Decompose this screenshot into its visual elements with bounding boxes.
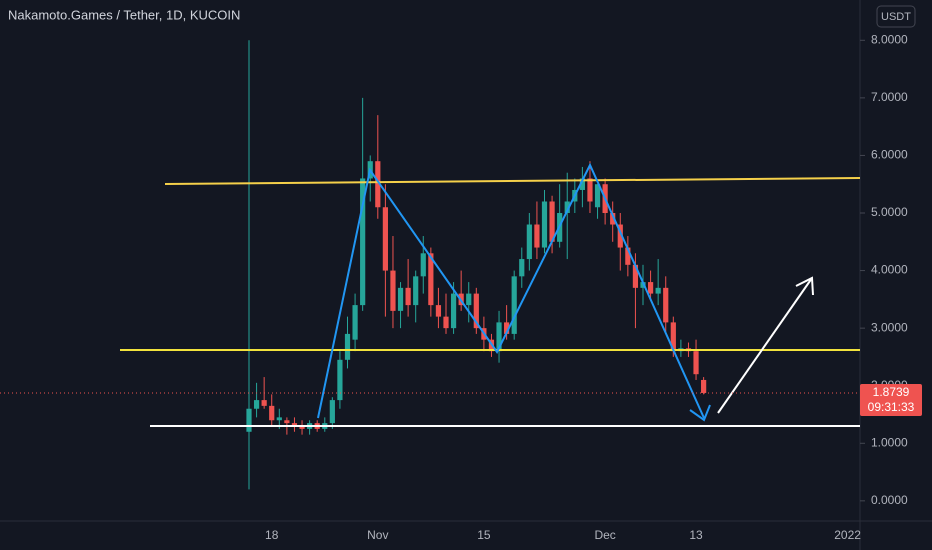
- y-tick-label: 7.0000: [871, 90, 908, 104]
- candle-body: [299, 426, 305, 429]
- candle-body: [420, 253, 426, 277]
- candle-body: [579, 178, 585, 190]
- candle-body: [352, 305, 358, 340]
- candle-body: [670, 322, 676, 352]
- candle-body: [541, 201, 548, 248]
- candle-body: [390, 270, 396, 311]
- candle-body: [450, 293, 457, 329]
- currency-button[interactable]: [876, 5, 916, 28]
- candle-body: [405, 287, 411, 306]
- candle-body: [526, 224, 532, 260]
- y-tick-label: 1.0000: [871, 435, 908, 449]
- x-tick-label: Nov: [367, 528, 388, 542]
- y-tick-label: 0.0000: [871, 493, 908, 507]
- candle-body: [610, 213, 616, 225]
- candle-body: [632, 264, 639, 288]
- zigzag-arrowhead: [689, 404, 711, 422]
- candle-body: [428, 253, 434, 306]
- candle-body: [655, 287, 661, 294]
- candle-body: [663, 287, 669, 323]
- candle-body: [701, 379, 707, 393]
- candle-body: [473, 293, 479, 329]
- y-tick-label: 3.0000: [871, 320, 908, 334]
- candle-body: [291, 423, 298, 427]
- candle-body: [269, 405, 275, 421]
- candle-body: [344, 333, 351, 360]
- candle-body: [564, 201, 570, 214]
- candle-body: [253, 400, 260, 409]
- candle-body: [496, 322, 502, 352]
- projection-arrow: [717, 277, 813, 414]
- x-tick-label: 18: [265, 528, 279, 542]
- candle-body: [693, 351, 699, 375]
- candle-body: [284, 420, 290, 424]
- projection-arrowhead: [795, 276, 814, 296]
- last-price-label: 1.8739: [873, 385, 910, 399]
- candle-body: [534, 224, 540, 248]
- last-price-badge: [860, 383, 922, 416]
- chart-title: Nakamoto.Games / Tether, 1D, KUCOIN: [8, 7, 240, 22]
- drawings: [120, 162, 861, 427]
- candle-body: [594, 184, 601, 208]
- candle-body: [360, 178, 366, 306]
- candle-body: [647, 282, 654, 294]
- candle-body: [504, 322, 510, 334]
- candle-body: [435, 305, 442, 317]
- candle-body: [337, 359, 343, 401]
- x-tick-label: 2022: [834, 528, 861, 542]
- y-tick-label: 8.0000: [871, 32, 908, 46]
- candle-body: [511, 276, 517, 334]
- zigzag-pattern: [317, 162, 705, 419]
- resistance-line: [164, 177, 861, 185]
- candle-body: [413, 276, 419, 306]
- candle-body: [625, 247, 631, 265]
- candle-body: [549, 201, 555, 242]
- candle-body: [443, 316, 449, 329]
- candle-body: [382, 207, 388, 271]
- candle-body: [329, 400, 335, 424]
- x-tick-label: 15: [477, 528, 491, 542]
- candle-body: [276, 417, 282, 421]
- currency-label[interactable]: USDT: [881, 11, 911, 23]
- y-tick-label: 4.0000: [871, 263, 908, 277]
- candle-body: [397, 287, 404, 311]
- candle-body: [587, 178, 593, 202]
- y-tick-label: 5.0000: [871, 205, 908, 219]
- candle-body: [375, 161, 381, 208]
- candle-body: [466, 293, 472, 306]
- y-tick-label: 6.0000: [871, 148, 908, 162]
- candle-body: [261, 400, 267, 406]
- countdown-label: 09:31:33: [868, 400, 915, 414]
- candle-body: [617, 224, 623, 248]
- candle-body: [519, 259, 525, 277]
- x-tick-label: 13: [689, 528, 703, 542]
- x-tick-label: Dec: [594, 528, 615, 542]
- candle-body: [246, 408, 252, 432]
